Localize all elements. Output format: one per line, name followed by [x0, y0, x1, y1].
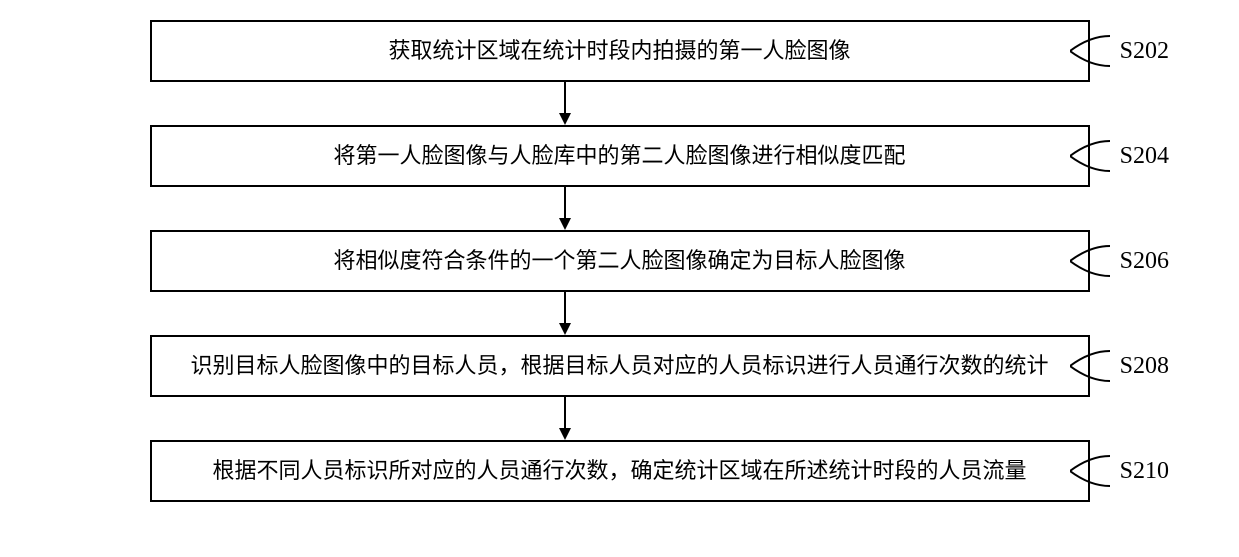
step-row-5: 根据不同人员标识所对应的人员通行次数，确定统计区域在所述统计时段的人员流量 S2…: [50, 440, 1189, 502]
step-label-text-3: S206: [1120, 248, 1169, 275]
connector-curve-2: [1070, 136, 1120, 176]
step-label-4: S208: [1070, 346, 1169, 386]
connector-curve-1: [1070, 31, 1120, 71]
step-box-2: 将第一人脸图像与人脸库中的第二人脸图像进行相似度匹配: [150, 125, 1090, 187]
step-label-5: S210: [1070, 451, 1169, 491]
step-label-text-1: S202: [1120, 38, 1169, 65]
step-row-2: 将第一人脸图像与人脸库中的第二人脸图像进行相似度匹配 S204: [50, 125, 1189, 187]
step-row-1: 获取统计区域在统计时段内拍摄的第一人脸图像 S202: [50, 20, 1189, 82]
step-row-4: 识别目标人脸图像中的目标人员，根据目标人员对应的人员标识进行人员通行次数的统计 …: [50, 335, 1189, 397]
step-label-2: S204: [1070, 136, 1169, 176]
arrow-2: [555, 187, 575, 230]
step-box-4: 识别目标人脸图像中的目标人员，根据目标人员对应的人员标识进行人员通行次数的统计: [150, 335, 1090, 397]
step-text-1: 获取统计区域在统计时段内拍摄的第一人脸图像: [388, 36, 850, 67]
arrow-3: [555, 292, 575, 335]
flowchart-container: 获取统计区域在统计时段内拍摄的第一人脸图像 S202 将第一人脸图像与人脸库中的…: [50, 20, 1189, 502]
step-label-3: S206: [1070, 241, 1169, 281]
step-row-3: 将相似度符合条件的一个第二人脸图像确定为目标人脸图像 S206: [50, 230, 1189, 292]
step-text-4: 识别目标人脸图像中的目标人员，根据目标人员对应的人员标识进行人员通行次数的统计: [190, 351, 1048, 382]
step-label-text-5: S210: [1120, 458, 1169, 485]
connector-curve-3: [1070, 241, 1120, 281]
connector-curve-4: [1070, 346, 1120, 386]
step-box-3: 将相似度符合条件的一个第二人脸图像确定为目标人脸图像: [150, 230, 1090, 292]
step-label-text-2: S204: [1120, 143, 1169, 170]
step-text-3: 将相似度符合条件的一个第二人脸图像确定为目标人脸图像: [333, 246, 905, 277]
arrow-1: [555, 82, 575, 125]
connector-curve-5: [1070, 451, 1120, 491]
step-box-1: 获取统计区域在统计时段内拍摄的第一人脸图像: [150, 20, 1090, 82]
step-box-5: 根据不同人员标识所对应的人员通行次数，确定统计区域在所述统计时段的人员流量: [150, 440, 1090, 502]
step-label-text-4: S208: [1120, 353, 1169, 380]
step-label-1: S202: [1070, 31, 1169, 71]
arrow-4: [555, 397, 575, 440]
step-text-2: 将第一人脸图像与人脸库中的第二人脸图像进行相似度匹配: [333, 141, 905, 172]
step-text-5: 根据不同人员标识所对应的人员通行次数，确定统计区域在所述统计时段的人员流量: [212, 456, 1026, 487]
